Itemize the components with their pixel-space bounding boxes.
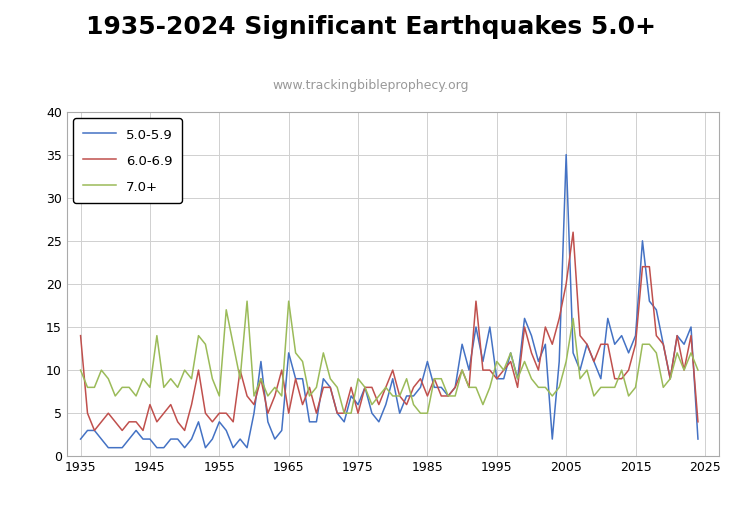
Line: 7.0+: 7.0+ [81,301,698,413]
6.0-6.9 [603,341,612,347]
6.0-6.9 [76,333,85,339]
5.0-5.9 [562,152,571,158]
6.0-6.9 [617,376,626,382]
7.0+ [242,298,251,304]
7.0+ [339,410,348,416]
6.0-6.9 [514,384,522,390]
5.0-5.9 [270,436,279,442]
5.0-5.9 [603,315,612,321]
6.0-6.9 [90,427,99,433]
6.0-6.9 [568,229,577,235]
5.0-5.9 [104,445,113,451]
7.0+ [617,367,626,373]
5.0-5.9 [514,376,522,382]
5.0-5.9 [76,436,85,442]
6.0-6.9 [679,367,688,373]
Legend: 5.0-5.9, 6.0-6.9, 7.0+: 5.0-5.9, 6.0-6.9, 7.0+ [73,118,182,203]
5.0-5.9 [166,436,175,442]
7.0+ [159,384,168,390]
7.0+ [679,367,688,373]
7.0+ [270,384,279,390]
Text: www.trackingbibleprophecy.org: www.trackingbibleprophecy.org [272,79,469,92]
5.0-5.9 [694,436,702,442]
6.0-6.9 [270,393,279,399]
Line: 5.0-5.9: 5.0-5.9 [81,155,698,448]
Text: 1935-2024 Significant Earthquakes 5.0+: 1935-2024 Significant Earthquakes 5.0+ [85,15,656,39]
6.0-6.9 [166,402,175,408]
5.0-5.9 [679,341,688,347]
7.0+ [603,384,612,390]
5.0-5.9 [617,333,626,339]
7.0+ [520,358,529,365]
7.0+ [76,367,85,373]
Line: 6.0-6.9: 6.0-6.9 [81,232,698,430]
7.0+ [694,367,702,373]
6.0-6.9 [694,419,702,425]
